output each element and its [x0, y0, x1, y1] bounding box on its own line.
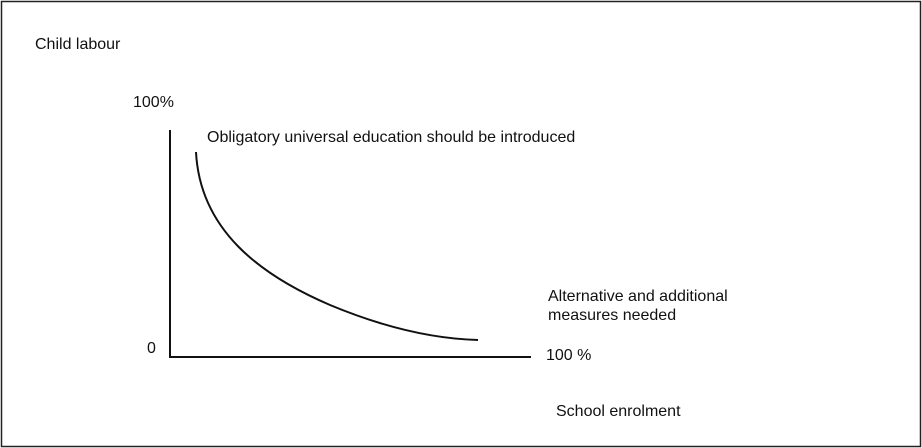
title: Child labour — [35, 36, 121, 53]
annotation: Obligatory universal education should be… — [207, 129, 575, 146]
annotation: measures needed — [548, 307, 676, 324]
y-top-label: 100% — [133, 94, 174, 111]
y-bottom-label: 0 — [147, 340, 156, 357]
x-end-label: 100 % — [546, 347, 591, 364]
annotation: Alternative and additional — [548, 288, 728, 305]
x-axis-title: School enrolment — [556, 403, 681, 420]
curve — [195, 151, 479, 341]
